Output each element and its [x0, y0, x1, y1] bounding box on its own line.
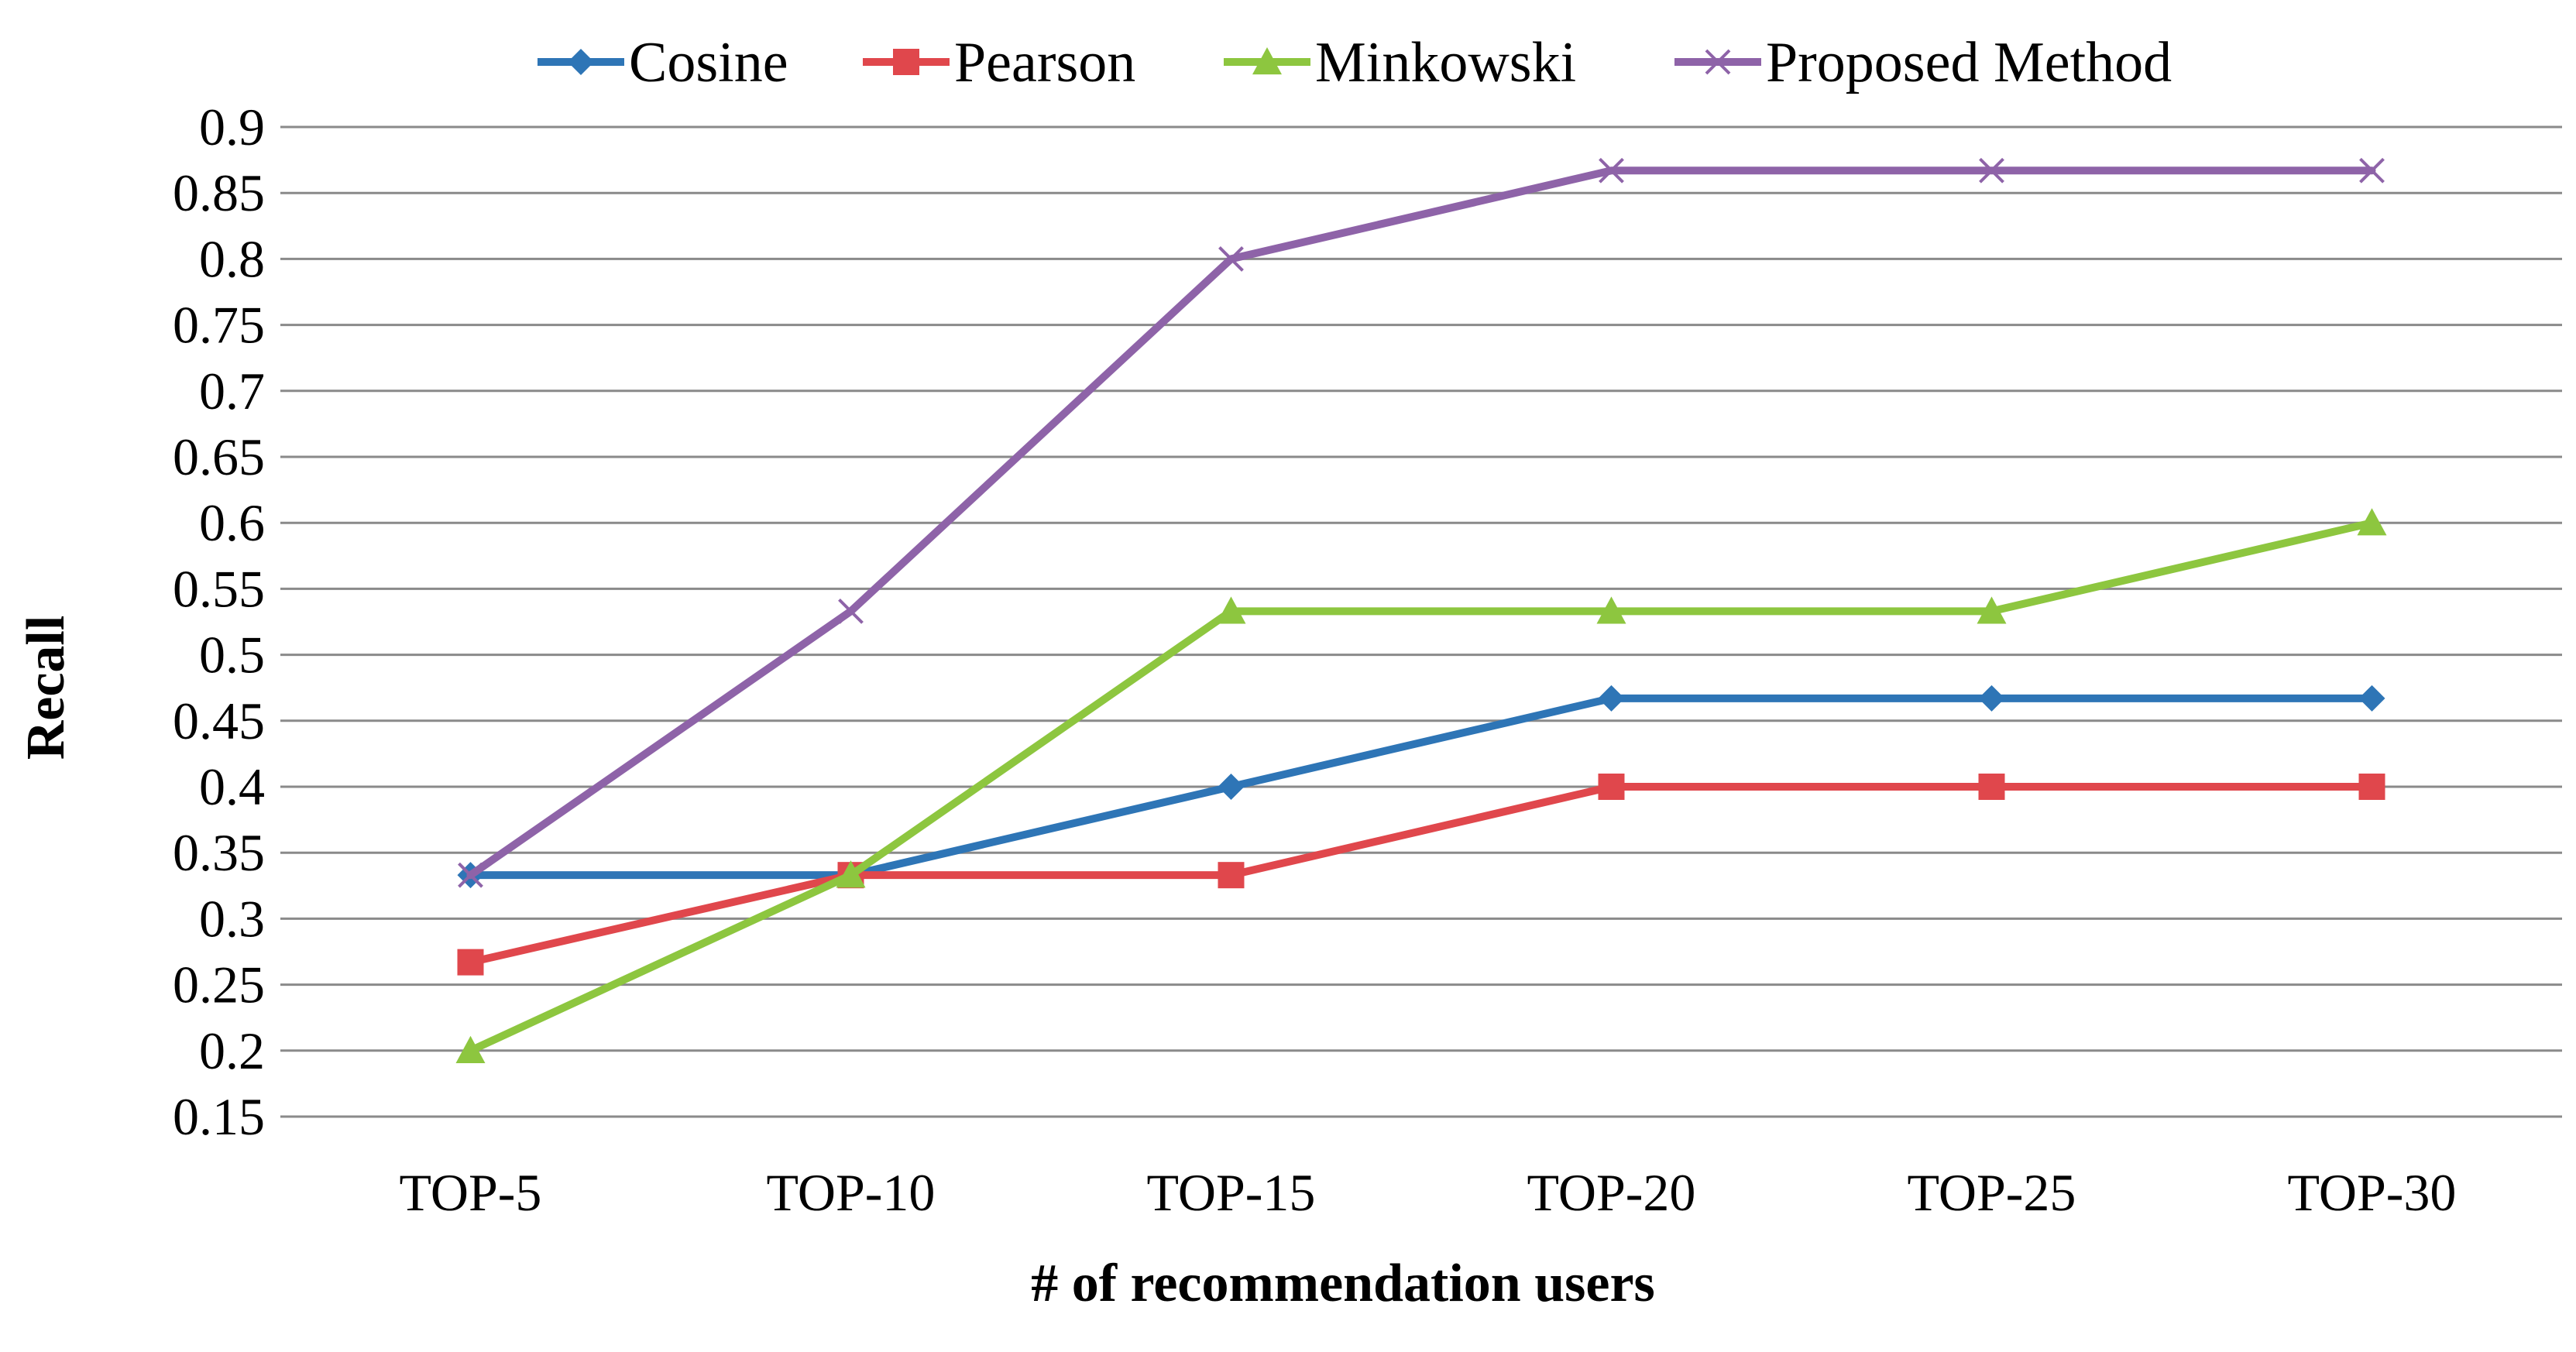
gridlines — [280, 125, 2562, 1118]
legend-marker — [1252, 47, 1282, 75]
x-tick-label: TOP-5 — [400, 1163, 542, 1222]
y-tick-label: 0.45 — [173, 691, 265, 750]
point-minkowski-top-25 — [1977, 596, 2007, 624]
y-tick-label: 0.3 — [199, 889, 265, 948]
x-marker-stroke — [2359, 157, 2385, 184]
legend: Cosine Pearson Minkowski Proposed Method — [538, 31, 2172, 94]
y-axis-ticks: 0.15 0.2 0.25 0.3 0.35 0.4 0.45 0.5 0.55 0.6 0.65 0… — [173, 98, 265, 1146]
x-marker-stroke — [1599, 157, 1624, 184]
y-tick-label: 0.85 — [173, 163, 265, 222]
x-tick-label: TOP-30 — [2288, 1163, 2457, 1222]
point-minkowski-top-15 — [1216, 596, 1246, 624]
series-group — [455, 157, 2387, 1063]
point-cosine-top-25 — [1978, 685, 2005, 712]
point-minkowski-top-30 — [2357, 508, 2387, 536]
point-proposed-method-top-5 — [458, 862, 483, 888]
y-tick-label: 0.6 — [199, 493, 265, 552]
point-cosine-top-20 — [1598, 685, 1625, 712]
legend-label: Cosine — [629, 31, 788, 94]
point-pearson-top-5 — [457, 949, 484, 976]
series-proposed-method — [458, 157, 2385, 888]
point-proposed-method-top-30 — [2359, 157, 2385, 184]
point-pearson-top-15 — [1218, 862, 1245, 889]
x-tick-label: TOP-10 — [767, 1163, 936, 1222]
point-pearson-top-25 — [1978, 774, 2005, 800]
x-axis-ticks: TOP-5 TOP-10 TOP-15 TOP-20 TOP-25 TOP-30 — [400, 1163, 2457, 1222]
y-tick-label: 0.5 — [199, 626, 265, 685]
y-tick-label: 0.35 — [173, 823, 265, 882]
point-minkowski-top-5 — [455, 1035, 486, 1063]
y-tick-label: 0.2 — [199, 1021, 265, 1080]
y-axis-title: Recall — [16, 616, 76, 760]
series-line-minkowski — [466, 519, 2376, 1055]
point-pearson-top-20 — [1598, 774, 1625, 800]
point-cosine-top-30 — [2358, 685, 2385, 712]
point-proposed-method-top-15 — [1218, 245, 1244, 272]
legend-marker — [568, 49, 594, 75]
legend-label: Pearson — [954, 31, 1135, 94]
series-line-proposed-method — [466, 166, 2376, 880]
y-tick-label: 0.25 — [173, 956, 265, 1014]
point-proposed-method-top-20 — [1599, 157, 1624, 184]
point-minkowski-top-10 — [836, 860, 866, 888]
y-tick-label: 0.75 — [173, 296, 265, 355]
series-line-pearson — [466, 783, 2376, 966]
point-proposed-method-top-10 — [838, 598, 864, 624]
series-minkowski — [455, 508, 2387, 1063]
y-tick-label: 0.9 — [199, 98, 265, 156]
point-cosine-top-15 — [1218, 774, 1245, 800]
point-pearson-top-30 — [2358, 774, 2385, 800]
legend-item-cosine: Cosine — [538, 31, 788, 94]
x-marker-stroke — [1979, 157, 2004, 184]
legend-marker — [893, 49, 919, 75]
y-tick-label: 0.4 — [199, 757, 265, 816]
series-pearson — [457, 774, 2385, 976]
x-tick-label: TOP-15 — [1147, 1163, 1316, 1222]
x-tick-label: TOP-20 — [1527, 1163, 1696, 1222]
y-tick-label: 0.8 — [199, 229, 265, 288]
legend-item-minkowski: Minkowski — [1224, 31, 1576, 94]
x-marker-stroke — [1218, 245, 1244, 272]
legend-marker — [1705, 49, 1731, 75]
y-tick-label: 0.55 — [173, 559, 265, 618]
x-marker-stroke — [458, 862, 483, 888]
legend-item-pearson: Pearson — [863, 31, 1135, 94]
legend-item-proposed-method: Proposed Method — [1674, 31, 2172, 94]
y-tick-label: 0.7 — [199, 362, 265, 420]
x-marker-stroke — [1705, 49, 1731, 75]
point-minkowski-top-20 — [1596, 596, 1626, 624]
legend-label: Minkowski — [1315, 31, 1576, 94]
series-line-cosine — [466, 694, 2376, 880]
y-tick-label: 0.65 — [173, 427, 265, 486]
point-proposed-method-top-25 — [1979, 157, 2004, 184]
legend-label: Proposed Method — [1766, 31, 2172, 94]
x-marker-stroke — [838, 598, 864, 624]
x-tick-label: TOP-25 — [1908, 1163, 2076, 1222]
x-axis-title: # of recommendation users — [1031, 1254, 1655, 1313]
y-tick-label: 0.15 — [173, 1087, 265, 1146]
